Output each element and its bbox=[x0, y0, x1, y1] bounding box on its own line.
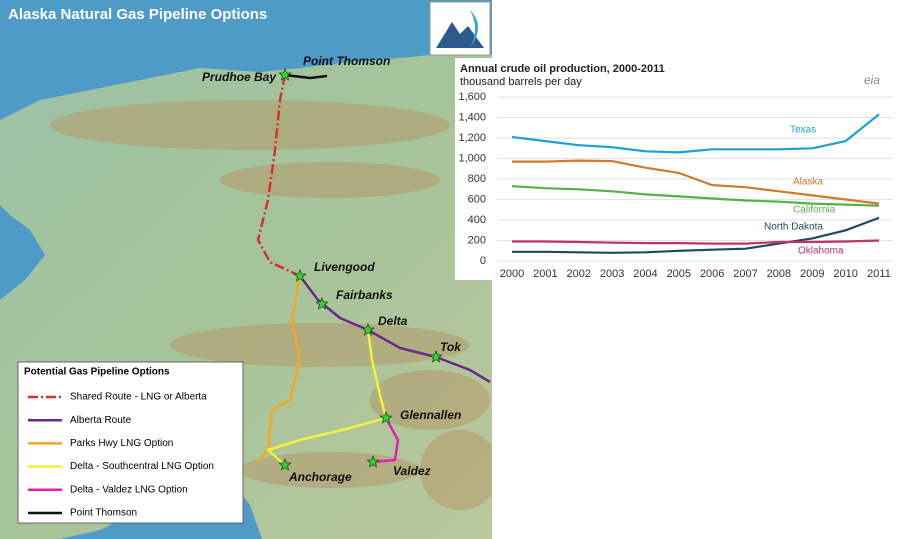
y-tick-label: 200 bbox=[468, 234, 486, 246]
series-line bbox=[511, 185, 880, 207]
series-label: North Dakota bbox=[764, 222, 823, 233]
y-tick-label: 1,600 bbox=[458, 91, 486, 103]
place-marker bbox=[361, 322, 375, 336]
logo-text: eia bbox=[864, 73, 880, 87]
legend-label: Delta - Southcentral LNG Option bbox=[70, 461, 214, 472]
route bbox=[266, 329, 388, 466]
place-marker bbox=[429, 349, 443, 363]
x-tick-label: 2002 bbox=[566, 268, 590, 280]
place-marker bbox=[293, 268, 307, 282]
route bbox=[372, 417, 400, 464]
place-label: Fairbanks bbox=[336, 288, 393, 302]
x-tick-label: 2001 bbox=[533, 268, 557, 280]
series-label: Texas bbox=[790, 125, 816, 136]
legend-label: Point Thomson bbox=[70, 508, 137, 519]
place-label: Livengood bbox=[314, 260, 375, 274]
logo-flame bbox=[470, 10, 478, 48]
place-label: Glennallen bbox=[400, 408, 461, 422]
place-marker bbox=[366, 454, 380, 468]
legend-label: Alberta Route bbox=[70, 415, 132, 426]
series-line bbox=[512, 159, 880, 205]
places: Point Thomson Prudhoe Bay Livengood Fairban… bbox=[202, 54, 462, 484]
y-tick-label: 0 bbox=[480, 255, 486, 267]
place-label: Delta bbox=[378, 314, 408, 328]
x-tick-label: 2007 bbox=[733, 268, 757, 280]
place-label: Prudhoe Bay bbox=[202, 70, 277, 84]
place-marker bbox=[278, 67, 292, 81]
place-label: Tok bbox=[440, 340, 462, 354]
legend-title: Potential Gas Pipeline Options bbox=[24, 367, 170, 378]
x-tick-label: 2011 bbox=[867, 268, 891, 280]
x-tick-label: 2003 bbox=[600, 268, 624, 280]
x-tick-label: 2004 bbox=[633, 268, 657, 280]
legend-label: Delta - Valdez LNG Option bbox=[70, 484, 188, 495]
y-tick-label: 1,200 bbox=[458, 132, 486, 144]
y-tick-label: 1,000 bbox=[458, 152, 486, 164]
route bbox=[256, 74, 301, 278]
series-label: Oklahoma bbox=[798, 246, 844, 257]
route bbox=[284, 73, 328, 80]
y-tick-label: 1,400 bbox=[458, 111, 486, 123]
legend-label: Shared Route - LNG or Alberta bbox=[70, 392, 207, 403]
mountains bbox=[50, 100, 500, 510]
map: Alaska Natural Gas Pipeline Options Pote… bbox=[0, 0, 500, 539]
y-tick-label: 600 bbox=[468, 193, 486, 205]
series-line bbox=[511, 113, 880, 154]
x-tick-label: 2009 bbox=[800, 268, 824, 280]
series-line bbox=[512, 216, 880, 254]
logo bbox=[429, 1, 491, 56]
chart: Annual crude oil production, 2000-2011 t… bbox=[458, 63, 893, 280]
x-tick-label: 2000 bbox=[500, 268, 524, 280]
legend-label: Parks Hwy LNG Option bbox=[70, 438, 173, 449]
x-tick-label: 2005 bbox=[667, 268, 691, 280]
series-line bbox=[512, 239, 880, 245]
map-title: Alaska Natural Gas Pipeline Options bbox=[8, 6, 267, 23]
series-label: Alaska bbox=[793, 177, 823, 188]
x-tick-label: 2010 bbox=[833, 268, 857, 280]
y-tick-label: 400 bbox=[468, 214, 486, 226]
chart-subtitle: thousand barrels per day bbox=[460, 76, 582, 88]
place-marker bbox=[379, 410, 393, 424]
series-label: California bbox=[793, 205, 836, 216]
logo-mountain bbox=[436, 22, 484, 48]
place-label: Valdez bbox=[393, 464, 431, 478]
x-tick-label: 2008 bbox=[767, 268, 791, 280]
legend: Shared Route - LNG or Alberta Alberta Rou… bbox=[28, 392, 214, 519]
place-label: Point Thomson bbox=[303, 54, 390, 68]
place-label: Anchorage bbox=[288, 470, 352, 484]
x-tick-label: 2006 bbox=[700, 268, 724, 280]
right-panel bbox=[492, 0, 900, 539]
y-tick-label: 800 bbox=[468, 173, 486, 185]
place-marker bbox=[278, 457, 292, 471]
place-marker bbox=[315, 296, 329, 310]
chart-title: Annual crude oil production, 2000-2011 bbox=[460, 63, 665, 75]
